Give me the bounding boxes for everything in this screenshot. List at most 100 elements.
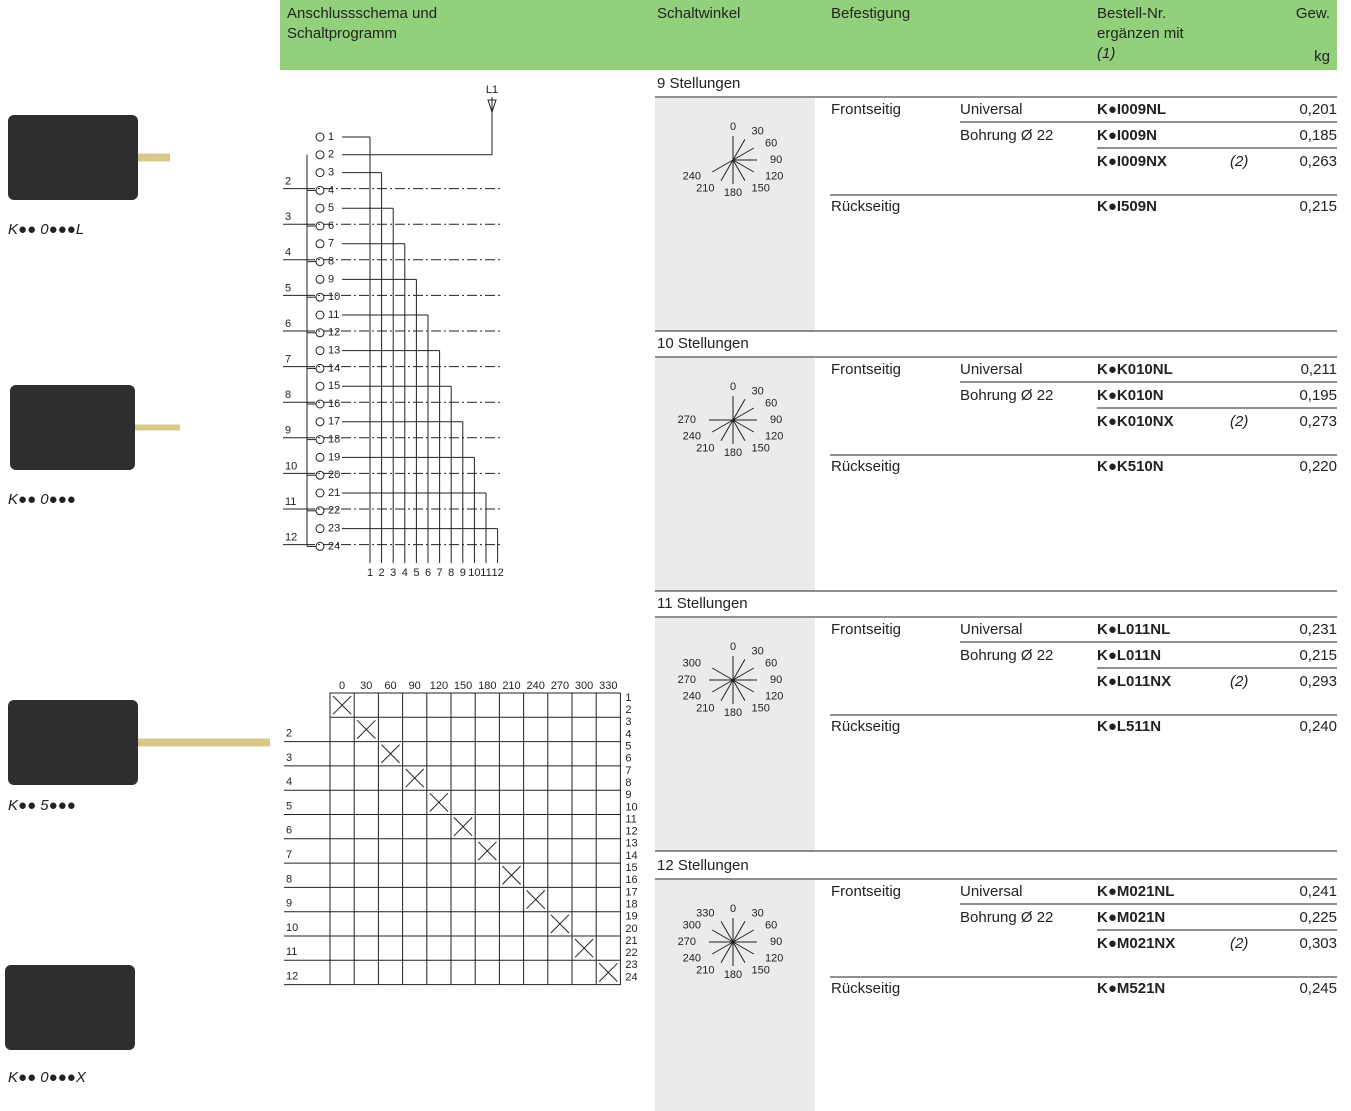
matrix-terminal: 10 xyxy=(625,801,637,813)
supply-arrow xyxy=(487,99,497,114)
product-photo xyxy=(8,115,138,200)
order-note: (2) xyxy=(1230,153,1248,170)
header-schema: Schaltprogramm xyxy=(287,25,397,42)
dial-ray xyxy=(732,159,755,173)
row-label: 11 xyxy=(286,946,297,958)
row-label: 10 xyxy=(286,922,298,934)
dial-label: 270 xyxy=(678,414,696,426)
mounting: Frontseitig xyxy=(831,361,901,378)
group-label: 9 xyxy=(285,425,291,437)
order-number: K●M521N xyxy=(1097,980,1165,997)
dial-ray xyxy=(732,667,755,681)
matrix-terminal: 7 xyxy=(625,765,631,777)
dial-label: 180 xyxy=(724,187,742,199)
row-label: 9 xyxy=(286,898,292,910)
dial-ray xyxy=(711,941,734,955)
mount-type: Universal xyxy=(960,101,1023,118)
dial-label: 90 xyxy=(770,936,782,948)
order-number: K●M021NX xyxy=(1097,935,1175,952)
weight: 0,215 xyxy=(1299,647,1337,664)
terminal xyxy=(315,310,325,320)
dial-label: 0 xyxy=(730,121,736,133)
dial-ray xyxy=(732,679,755,693)
row-label: 6 xyxy=(286,825,292,837)
dial-label: 210 xyxy=(696,442,714,454)
mount-type: Universal xyxy=(960,361,1023,378)
row-label: 3 xyxy=(286,752,292,764)
dial-label: 270 xyxy=(678,674,696,686)
product-caption: K●● 0●●●L xyxy=(8,221,84,238)
order-number: K●I009N xyxy=(1097,127,1157,144)
header-order-note: (1) xyxy=(1097,45,1115,62)
terminal xyxy=(315,524,325,534)
product-caption: K●● 0●●●X xyxy=(8,1069,87,1086)
matrix-terminal: 19 xyxy=(625,911,637,923)
dial-ray xyxy=(732,159,746,182)
matrix-terminal: 11 xyxy=(625,813,636,825)
order-number: K●M021NL xyxy=(1097,883,1174,900)
product-shaft xyxy=(135,424,180,431)
order-number: K●I509N xyxy=(1097,198,1157,215)
mounting: Rückseitig xyxy=(831,980,900,997)
terminal-label: 14 xyxy=(328,362,340,374)
angle-label: 90 xyxy=(409,680,421,692)
terminal xyxy=(315,541,325,551)
matrix-terminal: 20 xyxy=(625,923,637,935)
contact-mark xyxy=(405,768,425,788)
group-label: 12 xyxy=(285,532,297,544)
terminal-label: 17 xyxy=(328,416,340,428)
terminal-label: 24 xyxy=(328,540,340,552)
terminal xyxy=(315,435,325,445)
dial-label: 90 xyxy=(770,154,782,166)
dial-label: 120 xyxy=(765,170,783,182)
terminal-label: 10 xyxy=(328,291,340,303)
mount-type: Universal xyxy=(960,621,1023,638)
dial-ray xyxy=(732,929,755,943)
matrix-terminal: 15 xyxy=(625,862,637,874)
dial-label: 180 xyxy=(724,447,742,459)
matrix-terminal: 5 xyxy=(625,741,631,753)
terminal-label: 21 xyxy=(328,487,340,499)
section-title: 10 Stellungen xyxy=(657,335,749,352)
output-label: 1 xyxy=(367,567,373,579)
terminal xyxy=(315,239,325,249)
matrix-terminal: 13 xyxy=(625,838,637,850)
terminal xyxy=(315,221,325,231)
mounting: Frontseitig xyxy=(831,883,901,900)
terminal xyxy=(315,417,325,427)
product-shaft xyxy=(138,153,170,162)
dial-label: 30 xyxy=(752,645,764,657)
angle-label: 0 xyxy=(339,680,345,692)
terminal-label: 2 xyxy=(328,149,334,161)
dial-label: 240 xyxy=(683,690,701,702)
contact-mark xyxy=(381,744,400,764)
dial-label: 60 xyxy=(765,397,777,409)
contact-mark xyxy=(332,695,352,715)
group-label: 2 xyxy=(285,176,291,188)
output-label: 7 xyxy=(437,567,443,579)
contact-mark xyxy=(477,841,497,861)
group-label: 3 xyxy=(285,211,291,223)
weight: 0,185 xyxy=(1299,127,1337,144)
terminal-label: 4 xyxy=(328,184,334,196)
contact-mark xyxy=(574,938,594,958)
terminal-label: 5 xyxy=(328,202,334,214)
header-mounting: Befestigung xyxy=(831,5,910,22)
weight: 0,293 xyxy=(1299,673,1337,690)
matrix-terminal: 22 xyxy=(625,947,637,959)
dial-ray xyxy=(720,159,734,182)
angle-label: 120 xyxy=(430,680,448,692)
row-label: 8 xyxy=(286,873,292,885)
order-number: K●L011NX xyxy=(1097,673,1171,690)
terminal-label: 15 xyxy=(328,380,340,392)
dial-label: 60 xyxy=(765,657,777,669)
terminal-label: 12 xyxy=(328,327,340,339)
terminal-label: 16 xyxy=(328,398,340,410)
terminal-label: 19 xyxy=(328,451,340,463)
dial-label: 240 xyxy=(683,170,701,182)
group-label: 8 xyxy=(285,389,291,401)
order-number: K●I009NL xyxy=(1097,101,1166,118)
supply-label: L1 xyxy=(486,84,498,96)
mount-type: Bohrung Ø 22 xyxy=(960,387,1053,404)
terminal-label: 6 xyxy=(328,220,334,232)
